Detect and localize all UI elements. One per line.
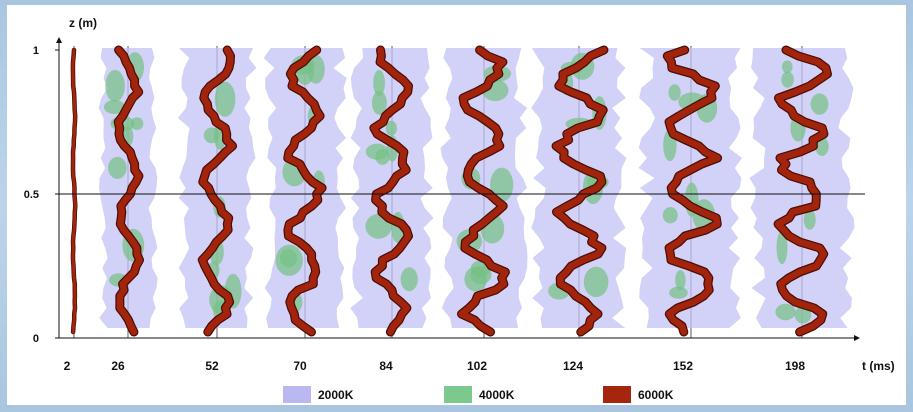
arc-snapshot <box>531 45 627 338</box>
time-label: 102 <box>467 359 487 373</box>
isosurface-4000k <box>583 266 609 298</box>
isosurface-6000k-core <box>71 48 77 334</box>
arc-snapshot <box>749 45 855 338</box>
axes <box>55 37 865 341</box>
isosurface-4000k <box>103 100 126 114</box>
isosurface-4000k <box>803 209 816 230</box>
time-label: 2 <box>64 359 71 373</box>
isosurface-4000k <box>810 93 829 115</box>
isosurface-4000k <box>662 207 678 224</box>
isosurface-4000k <box>275 244 303 276</box>
isosurface-4000k <box>373 69 385 97</box>
time-label: 84 <box>379 359 393 373</box>
arc-snapshot <box>70 46 78 338</box>
figure-frame: z (m) 1 0.5 0 t (ms) 2 26 52 70 84 102 1… <box>7 5 906 405</box>
isosurface-4000k <box>782 60 793 74</box>
isosurface-4000k <box>307 54 325 84</box>
isosurface-4000k <box>776 230 788 265</box>
time-label: 26 <box>111 359 125 373</box>
isosurface-6000k-core <box>664 46 721 336</box>
legend-label-2000k: 2000K <box>318 388 354 402</box>
isosurface-4000k <box>108 156 127 179</box>
arc-snapshot <box>440 45 528 338</box>
isosurface-6000k-core <box>774 46 831 336</box>
isosurface-4000k <box>105 69 125 102</box>
isosurface-6000k-core <box>284 46 326 336</box>
isosurface-4000k <box>775 303 796 321</box>
legend-swatch-6000k <box>603 386 631 403</box>
time-label: 152 <box>673 359 693 373</box>
isosurface-6000k-core <box>552 46 608 336</box>
legend-label-4000k: 4000K <box>479 388 515 402</box>
isosurface-4000k <box>669 286 688 299</box>
arc-snapshot <box>263 45 347 338</box>
isosurface-6000k-core <box>370 46 412 336</box>
isosurface-6000k-core <box>458 46 509 336</box>
z-tick-label-1: 1 <box>33 45 39 57</box>
arc-evolution-figure: z (m) 1 0.5 0 t (ms) 2 26 52 70 84 102 1… <box>24 16 895 403</box>
arc-snapshot <box>177 45 257 338</box>
isosurface-4000k <box>781 71 794 88</box>
isosurface-4000k <box>385 120 397 136</box>
time-label: 70 <box>293 359 307 373</box>
time-label: 124 <box>563 359 583 373</box>
isosurface-4000k <box>371 91 387 115</box>
z-axis-arrow <box>56 37 62 43</box>
isosurface-4000k <box>400 267 418 292</box>
z-tick-label-05: 0.5 <box>24 189 39 201</box>
legend: 2000K 4000K 6000K <box>283 386 674 403</box>
isosurface-4000k <box>470 265 492 285</box>
isosurface-4000k <box>130 117 144 130</box>
isosurface-2000k <box>531 48 627 328</box>
isosurface-6000k-core <box>199 46 236 336</box>
arc-snapshot <box>638 45 742 338</box>
time-labels: 2 26 52 70 84 102 124 152 198 <box>64 359 806 373</box>
isosurface-2000k <box>177 48 257 328</box>
arc-snapshots <box>70 45 855 338</box>
legend-swatch-4000k <box>444 386 472 403</box>
legend-label-6000k: 6000K <box>638 388 674 402</box>
isosurface-4000k <box>214 81 236 117</box>
z-axis-label: z (m) <box>69 16 97 30</box>
time-label: 52 <box>205 359 219 373</box>
isosurface-4000k <box>365 143 389 160</box>
isosurface-4000k <box>668 84 681 101</box>
arc-snapshot <box>350 45 434 338</box>
arc-snapshot <box>98 45 158 338</box>
isosurface-4000k <box>675 270 686 291</box>
z-tick-label-0: 0 <box>33 333 39 345</box>
isosurface-4000k <box>794 306 812 324</box>
isosurface-6000k-core <box>114 46 143 336</box>
legend-swatch-2000k <box>283 386 311 403</box>
isosurface-2000k <box>749 48 855 328</box>
time-label: 198 <box>785 359 805 373</box>
t-axis-arrow <box>854 335 860 341</box>
isosurface-4000k <box>490 167 514 202</box>
t-axis-label: t (ms) <box>862 359 895 373</box>
